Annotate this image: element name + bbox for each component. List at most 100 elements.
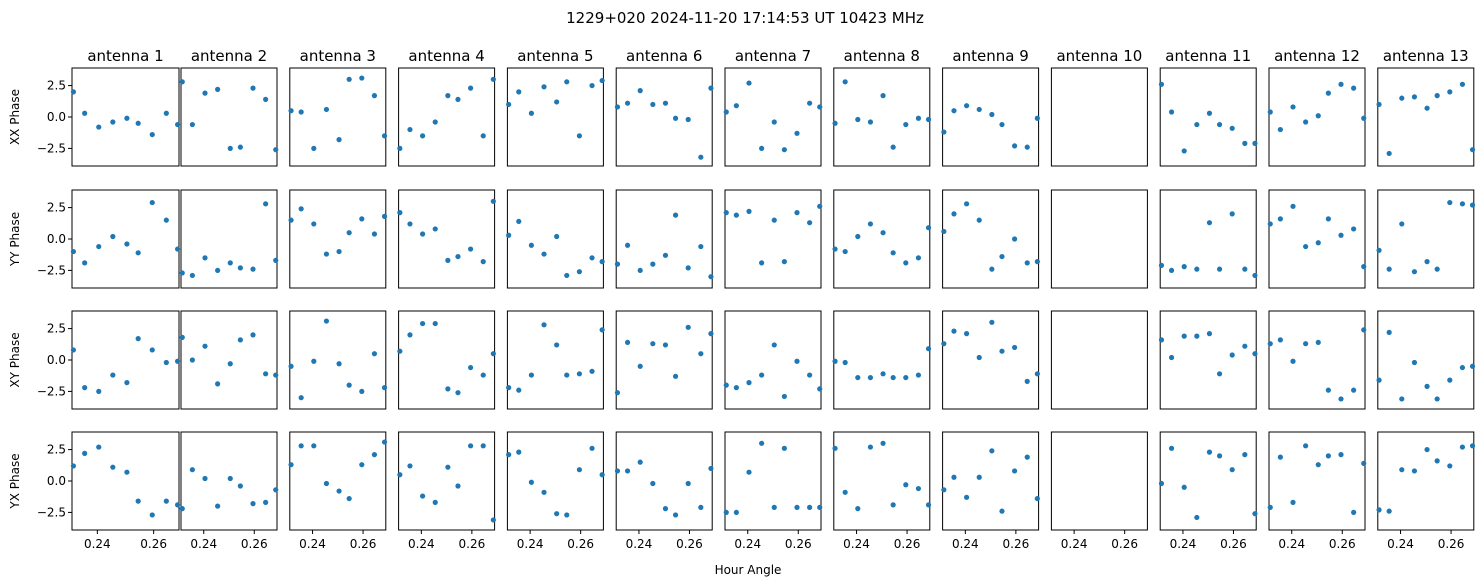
data-point bbox=[746, 208, 752, 214]
data-point bbox=[976, 217, 982, 223]
panel-frame bbox=[833, 431, 931, 531]
data-point bbox=[650, 341, 656, 347]
data-point bbox=[397, 145, 403, 152]
data-point bbox=[817, 386, 823, 392]
data-point bbox=[1168, 109, 1175, 115]
data-point bbox=[662, 100, 669, 106]
data-point bbox=[263, 371, 269, 377]
data-point bbox=[1034, 371, 1040, 377]
data-point bbox=[599, 327, 605, 333]
data-point bbox=[685, 324, 691, 330]
data-point bbox=[263, 96, 269, 103]
data-point bbox=[855, 116, 861, 123]
data-point bbox=[1351, 226, 1357, 232]
x-tick-label: 0.24 bbox=[952, 537, 979, 551]
y-axis-label: XX Phase bbox=[8, 89, 22, 145]
data-point bbox=[698, 243, 704, 250]
panel-frame bbox=[71, 310, 180, 410]
data-point bbox=[1399, 396, 1405, 402]
data-point bbox=[273, 372, 279, 378]
data-point bbox=[624, 468, 631, 474]
x-tick-label: 0.24 bbox=[1061, 537, 1088, 551]
data-point bbox=[174, 246, 181, 252]
data-point bbox=[336, 137, 342, 143]
data-point bbox=[189, 272, 195, 279]
data-point bbox=[771, 342, 777, 348]
data-point bbox=[650, 261, 656, 267]
data-point bbox=[915, 255, 922, 261]
data-point bbox=[989, 111, 995, 118]
data-point bbox=[96, 243, 102, 250]
panel-frame bbox=[398, 431, 496, 531]
data-point bbox=[311, 443, 317, 449]
data-point bbox=[1459, 364, 1466, 371]
panel-2-6 bbox=[614, 189, 714, 289]
data-point bbox=[599, 472, 605, 478]
data-point bbox=[650, 480, 656, 487]
panel-frame bbox=[724, 67, 822, 167]
data-point bbox=[1361, 264, 1367, 270]
data-point bbox=[708, 331, 714, 337]
panel-2-13 bbox=[1376, 189, 1476, 289]
data-point bbox=[1376, 377, 1382, 383]
data-point bbox=[1229, 467, 1235, 473]
panel-frame bbox=[1268, 431, 1366, 531]
data-point bbox=[1338, 396, 1344, 402]
data-point bbox=[1267, 109, 1273, 115]
data-point bbox=[455, 253, 461, 260]
data-point bbox=[1434, 266, 1440, 272]
panel-frame bbox=[71, 189, 180, 289]
data-point bbox=[82, 450, 88, 456]
data-point bbox=[672, 512, 679, 518]
panel-frame bbox=[289, 67, 387, 167]
data-point bbox=[685, 480, 691, 487]
data-point bbox=[298, 443, 304, 449]
data-point bbox=[867, 119, 874, 125]
data-point bbox=[336, 488, 342, 494]
data-point bbox=[163, 359, 169, 366]
data-point bbox=[237, 265, 243, 271]
y-tick-label: 2.5 bbox=[47, 79, 66, 93]
data-point bbox=[149, 347, 155, 353]
data-point bbox=[1267, 221, 1273, 227]
data-point bbox=[832, 120, 838, 126]
data-point bbox=[589, 368, 595, 374]
data-point bbox=[237, 483, 243, 489]
data-point bbox=[371, 93, 378, 99]
data-point bbox=[951, 474, 957, 480]
data-point bbox=[564, 372, 570, 378]
data-point bbox=[70, 248, 77, 255]
data-point bbox=[589, 255, 595, 261]
data-point bbox=[964, 331, 970, 337]
panel-1-4: antenna 4 bbox=[397, 47, 496, 167]
data-point bbox=[149, 131, 155, 138]
panel-2-4 bbox=[397, 189, 496, 289]
data-point bbox=[1290, 104, 1296, 110]
data-point bbox=[941, 341, 947, 347]
data-point bbox=[174, 121, 181, 128]
data-point bbox=[915, 372, 922, 378]
panel-1-13: antenna 13 bbox=[1376, 47, 1476, 167]
data-point bbox=[1194, 333, 1200, 339]
data-point bbox=[1376, 507, 1382, 513]
data-point bbox=[1386, 329, 1392, 335]
panel-1-6: antenna 6 bbox=[614, 47, 714, 167]
panel-frame bbox=[1050, 189, 1148, 289]
data-point bbox=[298, 109, 304, 115]
data-point bbox=[746, 80, 752, 86]
data-point bbox=[867, 444, 874, 450]
panel-frame bbox=[506, 431, 604, 531]
data-point bbox=[407, 221, 413, 227]
data-point bbox=[1411, 94, 1418, 100]
data-point bbox=[82, 260, 88, 266]
data-point bbox=[359, 388, 365, 395]
data-point bbox=[96, 388, 102, 395]
x-tick-label: 0.24 bbox=[626, 537, 653, 551]
data-point bbox=[480, 133, 486, 139]
data-point bbox=[273, 487, 279, 493]
data-point bbox=[163, 217, 169, 223]
data-point bbox=[989, 319, 995, 325]
data-point bbox=[554, 342, 560, 348]
data-point bbox=[288, 108, 294, 114]
panel-frame bbox=[180, 431, 278, 531]
